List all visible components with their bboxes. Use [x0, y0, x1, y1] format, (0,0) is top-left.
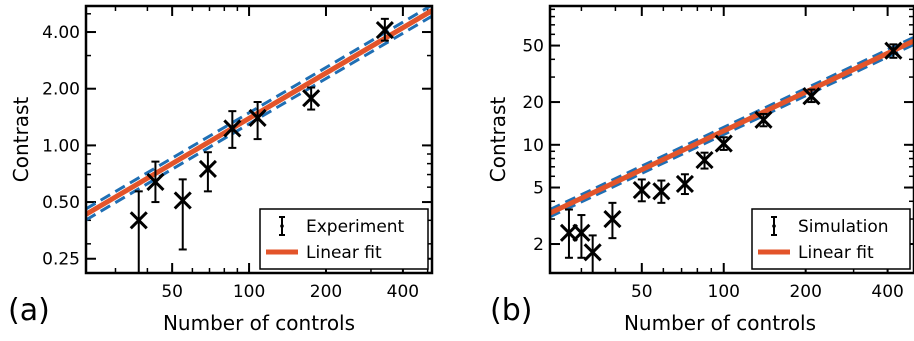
y-axis-title: Contrast	[486, 97, 510, 183]
legend: Simulation Linear fit	[751, 208, 911, 270]
y-axis-title: Contrast	[9, 97, 33, 183]
x-marker	[198, 159, 217, 178]
legend-series-label: Experiment	[306, 217, 405, 237]
x-tick-label: 400	[871, 282, 903, 302]
data-point	[375, 17, 394, 42]
y-tick-label: 0.25	[42, 250, 80, 270]
data-point	[129, 190, 148, 273]
x-tick-label: 200	[789, 282, 821, 302]
x-marker	[714, 134, 733, 153]
x-marker	[302, 89, 321, 108]
legend-fit-label: Linear fit	[798, 243, 874, 263]
y-tick-label: 2	[533, 235, 544, 255]
x-marker	[754, 110, 773, 129]
data-point	[884, 41, 903, 60]
legend: Experiment Linear fit	[259, 208, 429, 270]
data-point	[714, 134, 733, 153]
legend-point-icon	[280, 224, 284, 228]
data-point	[248, 101, 267, 141]
data-point	[675, 173, 694, 196]
x-tick-label: 100	[233, 282, 265, 302]
data-point	[198, 151, 217, 193]
x-tick-label: 50	[631, 282, 653, 302]
x-marker	[583, 243, 602, 262]
x-marker	[652, 182, 671, 201]
data-point	[583, 234, 602, 273]
x-marker	[802, 87, 821, 106]
panel-label: (a)	[8, 293, 50, 328]
confidence-lower-line	[550, 43, 914, 219]
x-tick-label: 400	[387, 282, 419, 302]
x-marker	[375, 20, 394, 40]
y-tick-label: 50	[522, 37, 544, 57]
data-point	[695, 151, 714, 170]
plot-area	[550, 35, 914, 273]
x-tick-label: 200	[310, 282, 342, 302]
x-marker	[603, 209, 622, 229]
data-point	[754, 110, 773, 129]
legend-point-icon	[772, 224, 776, 228]
y-tick-label: 2.00	[42, 80, 80, 100]
x-marker	[695, 151, 714, 170]
x-marker	[248, 108, 267, 127]
panel-label: (b)	[490, 293, 532, 328]
x-marker	[129, 211, 148, 230]
x-marker	[146, 172, 165, 191]
x-marker	[632, 180, 651, 200]
data-point	[632, 178, 651, 203]
x-axis-title: Number of controls	[163, 311, 355, 335]
x-marker	[884, 41, 903, 60]
y-tick-label: 20	[522, 93, 544, 113]
linear-fit-line	[86, 8, 432, 217]
data-point	[173, 178, 192, 251]
x-marker	[173, 191, 192, 210]
panel-a: 50 100 200 400 0.25 0.50 1.00 2.00 4.00 Experimen…	[8, 4, 434, 335]
data-point	[302, 86, 321, 111]
x-axis-title: Number of controls	[624, 311, 816, 335]
data-point	[572, 214, 591, 259]
y-tick-label: 10	[522, 136, 544, 156]
data-point	[146, 160, 165, 204]
axes-frame	[548, 4, 914, 275]
data-point	[223, 110, 242, 149]
data-point	[802, 87, 821, 106]
confidence-upper-line	[550, 35, 914, 211]
x-marker	[675, 174, 694, 193]
y-tick-label: 5	[533, 179, 544, 199]
x-tick-label: 50	[161, 282, 183, 302]
y-tick-label: 1.00	[42, 136, 80, 156]
data-point	[603, 201, 622, 240]
legend-box	[259, 208, 429, 270]
data-point	[652, 179, 671, 204]
panel-b: 50 100 200 400 2 5 10 20 50 Simulation Linear fit N…	[486, 4, 914, 335]
x-marker	[223, 119, 242, 138]
axes-frame	[84, 4, 434, 275]
x-tick-label: 100	[708, 282, 740, 302]
y-tick-label: 0.50	[42, 193, 80, 213]
x-marker	[572, 223, 591, 242]
y-tick-label: 4.00	[42, 23, 80, 43]
legend-fit-label: Linear fit	[306, 243, 382, 263]
legend-box	[751, 208, 911, 270]
plot-area	[86, 6, 432, 273]
linear-fit-line	[550, 38, 914, 216]
legend-series-label: Simulation	[798, 217, 889, 237]
data-point	[559, 208, 579, 259]
